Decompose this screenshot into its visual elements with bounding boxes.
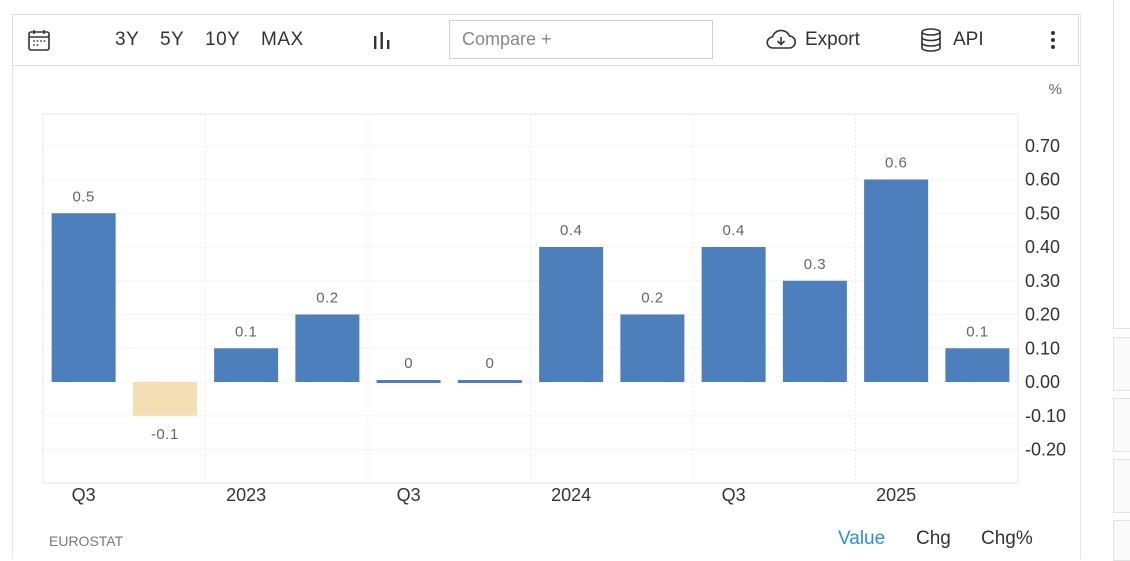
bar[interactable] [539,247,604,382]
bar[interactable] [782,280,847,382]
more-options-button[interactable] [1043,15,1063,65]
export-label: Export [805,29,860,50]
x-tick-label: 2024 [551,485,591,505]
x-tick-label: 2023 [226,485,266,505]
y-tick-label: -0.20 [1025,440,1066,460]
bar[interactable] [51,213,116,382]
vertical-dots-icon [1051,31,1055,49]
source-label: EUROSTAT [49,533,124,549]
side-tab[interactable] [1113,398,1130,452]
y-tick-label: -0.10 [1025,406,1066,426]
side-tab[interactable] [1113,459,1130,513]
bar-data-label: 0 [485,355,494,372]
chart-toolbar: 3Y 5Y 10Y MAX Compare + Export API [12,14,1079,66]
y-tick-label: 0.00 [1025,372,1060,392]
bar-data-label: 0.3 [804,256,826,273]
side-tab[interactable] [1113,520,1130,561]
bar-data-label: 0 [404,355,413,372]
cloud-download-icon [766,29,797,49]
x-tick-label: Q3 [722,485,746,505]
bar-data-label: 0.2 [641,290,663,307]
chart-type-button[interactable] [371,15,393,65]
tab-chg[interactable]: Chg [916,528,951,549]
bar-data-label: 0.6 [885,155,907,172]
y-tick-label: 0.20 [1025,305,1060,325]
bar-data-label: 0.2 [316,290,338,307]
database-icon [921,28,941,52]
chart-panel [12,14,1081,559]
bar-data-label: 0.4 [560,222,582,239]
bar[interactable] [945,348,1010,382]
export-button[interactable]: Export [765,15,860,65]
bar[interactable] [864,179,929,383]
side-tab[interactable] [1113,337,1130,391]
bar-data-label: 0.1 [235,323,257,340]
bar-data-label: 0.1 [966,323,988,340]
bar[interactable] [295,314,360,383]
bar[interactable] [457,380,522,383]
y-tick-label: 0.50 [1025,203,1060,223]
bar[interactable] [620,314,685,383]
x-tick-label: Q3 [397,485,421,505]
api-button[interactable]: API [919,15,984,65]
calendar-icon[interactable] [27,15,51,65]
range-max-button[interactable]: MAX [261,29,304,50]
bar[interactable] [376,380,441,383]
y-tick-label: 0.30 [1025,271,1060,291]
y-tick-label: 0.70 [1025,136,1060,156]
bar-data-label: -0.1 [151,426,179,443]
tab-value[interactable]: Value [838,528,886,549]
tab-chg-percent[interactable]: Chg% [981,528,1033,549]
bar[interactable] [132,382,197,416]
bar[interactable] [701,247,766,382]
range-5y-button[interactable]: 5Y [160,29,185,50]
y-tick-label: 0.60 [1025,170,1060,190]
bar-data-label: 0.4 [722,222,744,239]
side-panel [1113,0,1130,329]
compare-input[interactable]: Compare + [449,20,713,59]
unit-label: % [1049,81,1062,98]
range-3y-button[interactable]: 3Y [115,29,140,50]
x-tick-label: 2025 [876,485,916,505]
x-tick-label: Q3 [72,485,96,505]
range-10y-button[interactable]: 10Y [205,29,241,50]
api-label: API [953,29,984,50]
bar-data-label: 0.5 [72,188,94,205]
y-tick-label: 0.10 [1025,338,1060,358]
y-tick-label: 0.40 [1025,237,1060,257]
bar[interactable] [214,348,279,382]
bar-chart-icon [374,32,390,49]
